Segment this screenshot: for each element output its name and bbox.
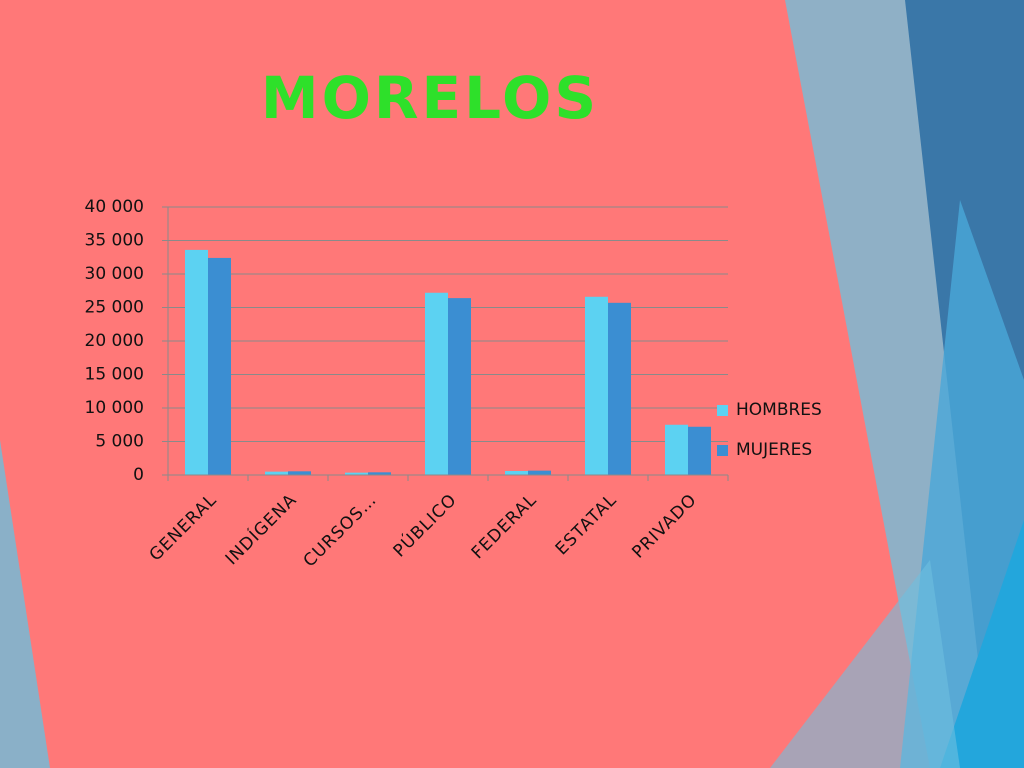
bar [208,257,231,475]
legend-swatch [717,445,728,456]
legend-swatch [717,405,728,416]
bar [345,472,368,475]
y-tick-label: 10 000 [85,398,144,418]
bar [528,470,551,475]
y-tick-label: 15 000 [85,365,144,385]
bar [608,302,631,475]
bar [368,472,391,475]
decor-right-4 [940,520,1024,768]
bar [265,471,288,475]
y-tick-label: 35 000 [85,231,144,251]
y-tick-label: 40 000 [85,197,144,217]
y-tick-label: 30 000 [85,264,144,284]
legend-label: HOMBRES [736,400,822,420]
bar [448,298,471,475]
y-tick-label: 0 [133,465,144,485]
y-tick-label: 5 000 [95,432,144,452]
decor-left [0,440,50,768]
bar [688,426,711,475]
bar [425,292,448,475]
bar [288,471,311,475]
y-tick-label: 25 000 [85,298,144,318]
bar [505,470,528,475]
bar [185,249,208,475]
legend-label: MUJERES [736,440,812,460]
bar [665,424,688,475]
chart-title: MORELOS [261,64,599,132]
y-tick-label: 20 000 [85,331,144,351]
bar [585,296,608,475]
decor-right-5 [770,560,960,768]
